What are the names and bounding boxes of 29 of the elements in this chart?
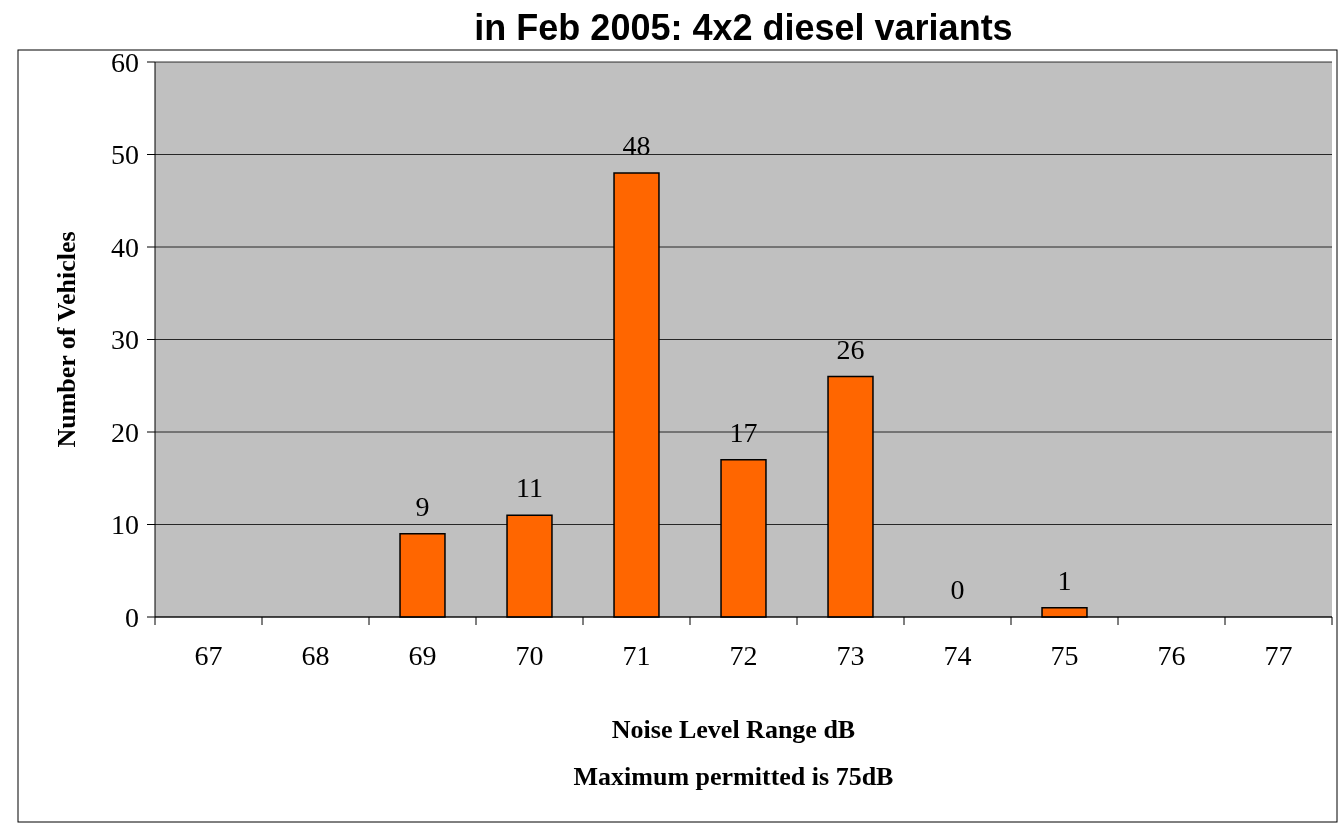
y-tick-label: 40 — [111, 231, 139, 263]
text: Maximum permitted is 75dB — [573, 762, 894, 791]
y-tick-label: 50 — [111, 139, 139, 171]
x-tick-label: 70 — [515, 640, 544, 671]
x-axis-title: Noise Level Range dB — [611, 715, 856, 744]
y-tick-label: 60 — [111, 46, 139, 78]
x-tick-label: 67 — [194, 640, 223, 671]
data-label: 26 — [836, 333, 865, 365]
data-label: 9 — [415, 490, 430, 522]
x-tick-label: 73 — [836, 640, 865, 671]
x-tick-label: 74 — [943, 640, 972, 671]
x-tick-label: 75 — [1050, 640, 1079, 671]
data-label: 11 — [516, 472, 543, 504]
x-tick-label: 72 — [729, 640, 758, 671]
y-tick-label: 20 — [111, 416, 139, 448]
x-tick-label: 68 — [301, 640, 330, 671]
y-tick-label: 30 — [111, 324, 139, 356]
y-tick-label: 10 — [111, 509, 139, 541]
data-label: 48 — [622, 130, 651, 161]
x-tick-label: 76 — [1157, 640, 1186, 671]
data-label: 0 — [950, 574, 965, 605]
y-tick-label: 0 — [125, 601, 139, 633]
data-label: 1 — [1057, 564, 1072, 596]
x-tick-label: 77 — [1264, 640, 1293, 671]
y-axis-title: Number of Vehicles — [52, 231, 81, 448]
data-label: 17 — [729, 416, 758, 448]
chart-title: in Feb 2005: 4x2 diesel variants — [474, 7, 1013, 48]
x-tick-label: 71 — [622, 640, 651, 671]
x-tick-label: 69 — [408, 640, 437, 671]
